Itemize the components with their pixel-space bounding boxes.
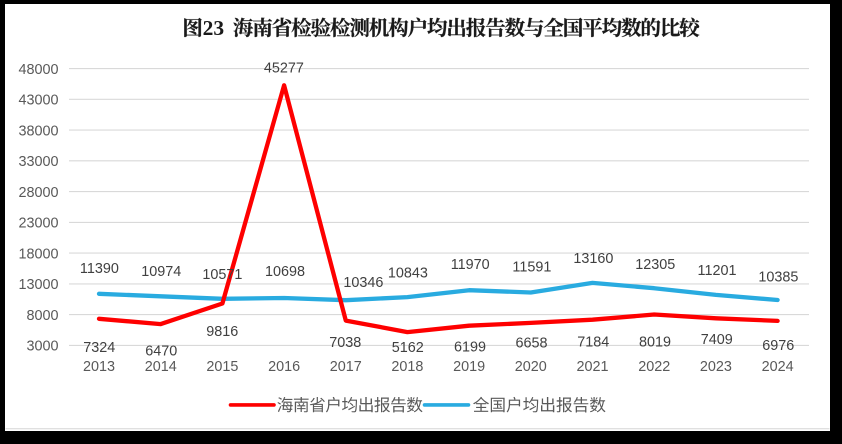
svg-text:11970: 11970: [451, 257, 490, 273]
svg-text:18000: 18000: [18, 246, 58, 262]
svg-text:2022: 2022: [638, 359, 670, 375]
svg-text:2019: 2019: [453, 359, 485, 375]
svg-text:10385: 10385: [758, 270, 798, 286]
svg-text:10571: 10571: [202, 267, 242, 283]
svg-text:2015: 2015: [206, 359, 238, 375]
svg-text:7184: 7184: [577, 335, 609, 351]
svg-text:2017: 2017: [330, 359, 362, 375]
svg-text:10843: 10843: [388, 266, 428, 282]
svg-text:2013: 2013: [83, 359, 115, 375]
svg-text:11591: 11591: [512, 260, 551, 276]
svg-text:11201: 11201: [698, 263, 737, 279]
svg-text:7324: 7324: [83, 340, 115, 356]
svg-text:8019: 8019: [639, 335, 671, 351]
svg-text:45277: 45277: [264, 60, 304, 76]
svg-text:6199: 6199: [454, 340, 486, 356]
svg-text:2014: 2014: [145, 359, 177, 375]
svg-text:2023: 2023: [700, 359, 732, 375]
svg-text:2018: 2018: [391, 359, 423, 375]
svg-text:5162: 5162: [392, 340, 424, 356]
svg-text:2024: 2024: [762, 359, 794, 375]
svg-text:2016: 2016: [268, 359, 300, 375]
svg-text:2020: 2020: [515, 359, 547, 375]
svg-text:11390: 11390: [80, 261, 119, 277]
svg-text:2021: 2021: [576, 359, 608, 375]
svg-text:10974: 10974: [141, 264, 181, 280]
svg-text:48000: 48000: [18, 62, 58, 78]
svg-text:13160: 13160: [573, 251, 613, 267]
svg-text:23000: 23000: [18, 216, 58, 232]
svg-text:43000: 43000: [18, 93, 58, 109]
svg-text:7409: 7409: [701, 332, 733, 348]
svg-text:7038: 7038: [329, 335, 361, 351]
svg-text:23: 23: [203, 16, 225, 40]
svg-text:10698: 10698: [265, 264, 305, 280]
svg-text:13000: 13000: [18, 277, 58, 293]
svg-text:6658: 6658: [515, 336, 547, 352]
svg-text:6976: 6976: [762, 338, 794, 354]
svg-text:33000: 33000: [18, 154, 58, 170]
svg-text:28000: 28000: [18, 185, 58, 201]
svg-text:8000: 8000: [26, 308, 58, 324]
svg-text:3000: 3000: [26, 339, 58, 355]
svg-text:38000: 38000: [18, 123, 58, 139]
svg-text:9816: 9816: [206, 324, 238, 340]
svg-text:6470: 6470: [145, 344, 177, 360]
svg-text:12305: 12305: [635, 257, 675, 273]
svg-text:10346: 10346: [343, 275, 383, 291]
